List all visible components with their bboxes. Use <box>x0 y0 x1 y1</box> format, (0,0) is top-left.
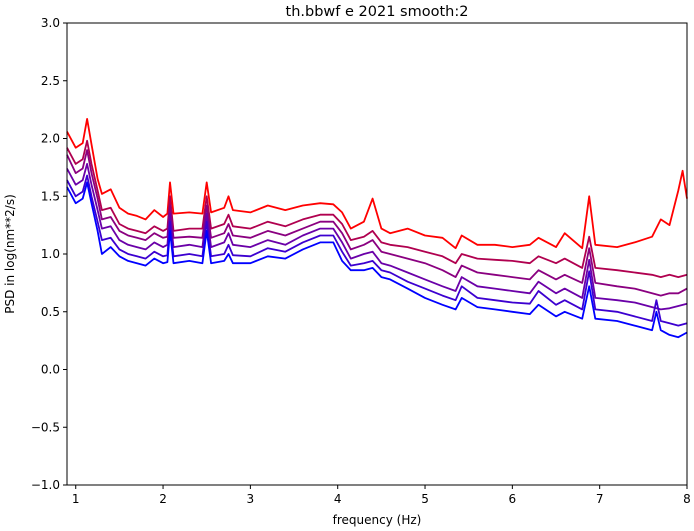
x-axis-label: frequency (Hz) <box>333 513 422 527</box>
x-tick-label: 7 <box>596 492 604 506</box>
x-tick-label: 3 <box>247 492 255 506</box>
x-tick-label: 5 <box>421 492 429 506</box>
y-tick-label: 1.0 <box>41 247 60 261</box>
chart-title: th.bbwf e 2021 smooth:2 <box>286 4 469 20</box>
y-tick-label: −1.0 <box>31 478 60 492</box>
y-tick-label: 2.0 <box>41 132 60 146</box>
x-tick-label: 4 <box>334 492 342 506</box>
y-tick-label: 0.0 <box>41 363 60 377</box>
series-line-6 <box>66 181 688 339</box>
y-tick-label: 3.0 <box>41 16 60 30</box>
series-line-1 <box>66 118 688 250</box>
x-tick-label: 8 <box>683 492 691 506</box>
series-line-3 <box>66 149 688 297</box>
series-line-5 <box>66 174 688 327</box>
series-line-2 <box>66 139 688 278</box>
y-axis-label: PSD in log(nm**2/s) <box>3 194 17 314</box>
y-axis: −1.0 −0.5 0.0 0.5 1.0 1.5 2.0 2.5 3.0 <box>31 16 67 492</box>
x-axis: 1 2 3 4 5 6 7 8 <box>72 485 691 506</box>
x-tick-label: 6 <box>509 492 517 506</box>
x-tick-label: 2 <box>159 492 167 506</box>
y-tick-label: 2.5 <box>41 74 60 88</box>
series-line-4 <box>66 163 688 311</box>
y-tick-label: 1.5 <box>41 189 60 203</box>
y-tick-label: −0.5 <box>31 420 60 434</box>
x-tick-label: 1 <box>72 492 80 506</box>
y-tick-label: 0.5 <box>41 305 60 319</box>
series-layer <box>66 118 688 339</box>
